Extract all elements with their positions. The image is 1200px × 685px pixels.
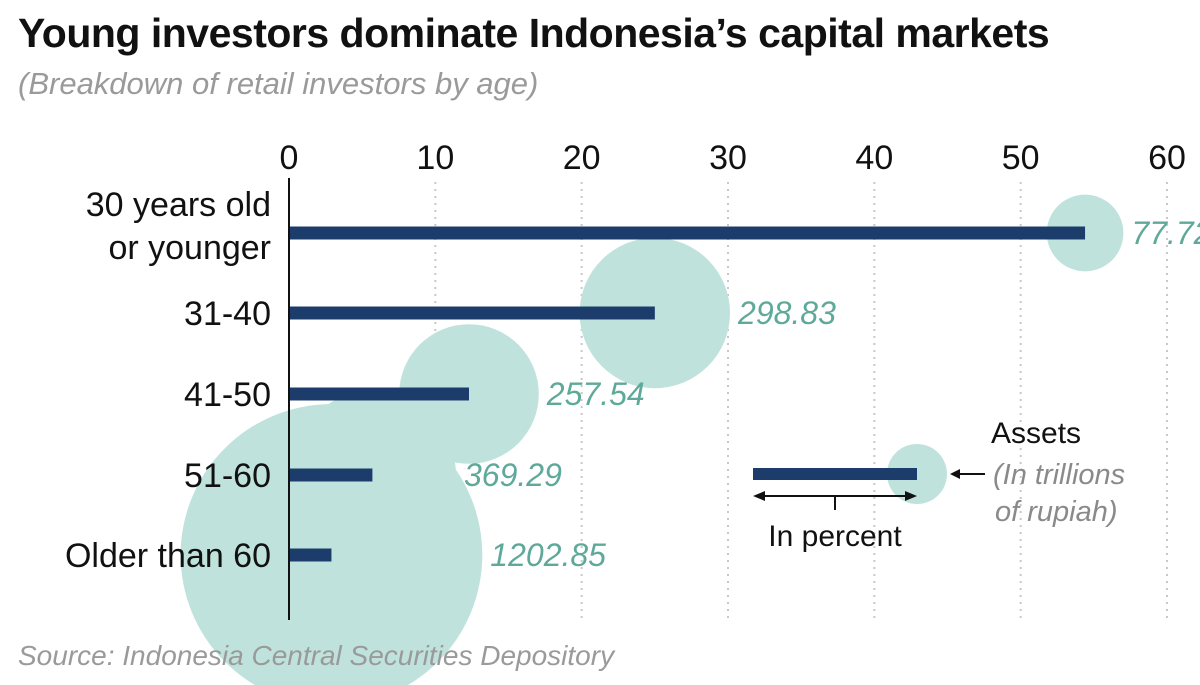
x-tick-label: 0 bbox=[280, 139, 299, 177]
asset-value-label: 1202.85 bbox=[490, 537, 606, 573]
legend-bar bbox=[753, 468, 917, 480]
asset-bubble bbox=[180, 404, 483, 685]
category-label: or younger bbox=[108, 229, 271, 267]
category-labels: 30 years old or younger 31-40 41-50 51-60 Old… bbox=[65, 186, 271, 575]
legend-assets-sub: of rupiah) bbox=[995, 496, 1118, 528]
asset-value-labels: 77.72 298.83 257.54 369.29 1202.85 bbox=[464, 215, 1200, 573]
percent-bars bbox=[289, 226, 1086, 562]
x-axis-ticks: 0 10 20 30 40 50 60 bbox=[280, 139, 1186, 177]
x-tick-label: 30 bbox=[709, 139, 747, 177]
legend-assets-label: Assets bbox=[991, 417, 1081, 450]
legend-arrow-head bbox=[950, 469, 960, 479]
chart-subtitle: (Breakdown of retail investors by age) bbox=[18, 66, 539, 101]
percent-bar bbox=[289, 306, 655, 320]
asset-value-label: 298.83 bbox=[737, 295, 836, 331]
x-tick-label: 40 bbox=[855, 139, 893, 177]
source-note: Source: Indonesia Central Securities Dep… bbox=[18, 640, 615, 671]
percent-bar bbox=[289, 468, 373, 482]
asset-value-label: 257.54 bbox=[546, 376, 645, 412]
category-label: Older than 60 bbox=[65, 537, 271, 575]
x-tick-label: 10 bbox=[416, 139, 454, 177]
legend-percent-label: In percent bbox=[768, 520, 902, 553]
percent-bar bbox=[289, 548, 332, 562]
asset-value-label: 77.72 bbox=[1131, 215, 1200, 251]
legend-span-left-arrow bbox=[753, 491, 765, 501]
category-label: 31-40 bbox=[184, 295, 271, 333]
legend-assets-sub: (In trillions bbox=[993, 459, 1125, 491]
category-label: 51-60 bbox=[184, 457, 271, 495]
asset-value-label: 369.29 bbox=[464, 457, 562, 493]
x-tick-label: 20 bbox=[563, 139, 601, 177]
category-label: 41-50 bbox=[184, 376, 271, 414]
x-tick-label: 50 bbox=[1002, 139, 1040, 177]
legend-span-right-arrow bbox=[905, 491, 917, 501]
chart-title: Young investors dominate Indonesia’s cap… bbox=[18, 10, 1050, 56]
x-tick-label: 60 bbox=[1148, 139, 1186, 177]
percent-bar bbox=[289, 387, 469, 401]
asset-bubbles bbox=[180, 194, 1124, 685]
legend: Assets (In trillions of rupiah) In percent bbox=[753, 417, 1125, 553]
category-label: 30 years old bbox=[86, 186, 271, 224]
percent-bar bbox=[289, 226, 1086, 240]
